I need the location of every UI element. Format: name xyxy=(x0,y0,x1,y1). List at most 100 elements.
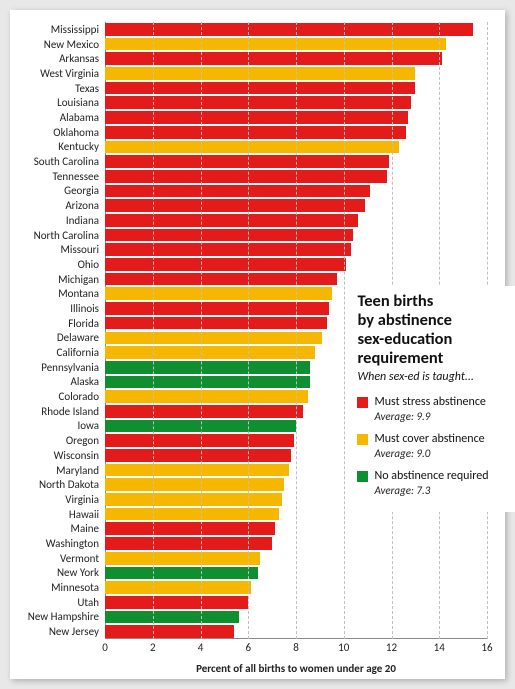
bar xyxy=(105,611,239,624)
bar xyxy=(105,185,370,198)
bar xyxy=(105,434,294,447)
bar xyxy=(105,258,346,271)
x-tick-label: 0 xyxy=(102,641,108,654)
bar xyxy=(105,141,399,154)
x-tick-label: 12 xyxy=(386,641,397,654)
legend-item: Must stress abstinenceAverage: 9.9 xyxy=(357,395,512,424)
state-label: Montana xyxy=(9,286,99,301)
plot-area: MississippiNew MexicoArkansasWest Virgin… xyxy=(105,22,487,639)
info-box: Teen birthsby abstinencesex-educationreq… xyxy=(349,286,515,511)
x-tick-label: 2 xyxy=(150,641,156,654)
x-tick-label: 6 xyxy=(245,641,251,654)
state-label: Ohio xyxy=(9,257,99,272)
state-label: Vermont xyxy=(9,551,99,566)
bar xyxy=(105,23,473,36)
legend-text: No abstinence requiredAverage: 7.3 xyxy=(374,469,488,498)
x-ticks: 0246810121416 xyxy=(105,641,487,659)
bar xyxy=(105,346,315,359)
state-label: New York xyxy=(9,566,99,581)
legend-label: No abstinence required xyxy=(374,469,488,484)
bar xyxy=(105,111,408,124)
state-label: Florida xyxy=(9,316,99,331)
bar xyxy=(105,464,289,477)
bar xyxy=(105,567,258,580)
legend-label: Must cover abstinence xyxy=(374,432,484,447)
legend-item: No abstinence requiredAverage: 7.3 xyxy=(357,469,512,498)
bar xyxy=(105,478,284,491)
bar xyxy=(105,67,415,80)
state-label: Louisiana xyxy=(9,95,99,110)
state-label: South Carolina xyxy=(9,154,99,169)
state-label: Illinois xyxy=(9,301,99,316)
state-label: Michigan xyxy=(9,272,99,287)
bar xyxy=(105,581,251,594)
chart-card: MississippiNew MexicoArkansasWest Virgin… xyxy=(10,10,505,679)
bar xyxy=(105,243,351,256)
grid-line xyxy=(201,22,202,639)
bar xyxy=(105,376,310,389)
grid-line xyxy=(248,22,249,639)
state-label: New Jersey xyxy=(9,624,99,639)
bar xyxy=(105,96,411,109)
x-tick-label: 8 xyxy=(293,641,299,654)
legend-average: Average: 9.0 xyxy=(374,447,484,461)
state-label: Arkansas xyxy=(9,51,99,66)
state-label: Missouri xyxy=(9,242,99,257)
state-label: Mississippi xyxy=(9,22,99,37)
grid-line xyxy=(344,22,345,639)
bar xyxy=(105,214,358,227)
state-label: Virginia xyxy=(9,492,99,507)
bar xyxy=(105,287,332,300)
legend-text: Must stress abstinenceAverage: 9.9 xyxy=(374,395,485,424)
state-label: Texas xyxy=(9,81,99,96)
legend-text: Must cover abstinenceAverage: 9.0 xyxy=(374,432,484,461)
bar xyxy=(105,596,248,609)
state-label: Colorado xyxy=(9,389,99,404)
bar xyxy=(105,537,272,550)
state-label: Georgia xyxy=(9,184,99,199)
legend-swatch xyxy=(357,471,368,482)
bar xyxy=(105,38,446,51)
info-subtitle: When sex-ed is taught... xyxy=(357,370,512,385)
state-label: North Carolina xyxy=(9,228,99,243)
state-label: Kentucky xyxy=(9,140,99,155)
bar xyxy=(105,493,282,506)
state-label: California xyxy=(9,345,99,360)
legend-label: Must stress abstinence xyxy=(374,395,485,410)
state-label: Wisconsin xyxy=(9,448,99,463)
grid-line xyxy=(153,22,154,639)
bar xyxy=(105,508,279,521)
state-label: Pennsylvania xyxy=(9,360,99,375)
legend-swatch xyxy=(357,397,368,408)
legend-item: Must cover abstinenceAverage: 9.0 xyxy=(357,432,512,461)
state-label: Tennessee xyxy=(9,169,99,184)
state-label: Iowa xyxy=(9,419,99,434)
state-label: Alabama xyxy=(9,110,99,125)
state-label: Arizona xyxy=(9,198,99,213)
state-label: Rhode Island xyxy=(9,404,99,419)
x-tick-label: 4 xyxy=(198,641,204,654)
x-tick-label: 14 xyxy=(434,641,445,654)
state-label: New Hampshire xyxy=(9,610,99,625)
state-label: Utah xyxy=(9,595,99,610)
state-label: Indiana xyxy=(9,213,99,228)
legend-swatch xyxy=(357,434,368,445)
bar xyxy=(105,449,291,462)
bar xyxy=(105,317,327,330)
state-label: New Mexico xyxy=(9,37,99,52)
state-label: Washington xyxy=(9,536,99,551)
state-label: Oregon xyxy=(9,433,99,448)
state-label: Maine xyxy=(9,521,99,536)
state-label: Minnesota xyxy=(9,580,99,595)
state-label: Hawaii xyxy=(9,507,99,522)
bar xyxy=(105,405,303,418)
x-tick-label: 16 xyxy=(481,641,492,654)
bar xyxy=(105,229,353,242)
bar xyxy=(105,552,260,565)
grid-line xyxy=(296,22,297,639)
bar xyxy=(105,361,310,374)
state-label: North Dakota xyxy=(9,477,99,492)
state-label: Oklahoma xyxy=(9,125,99,140)
bar xyxy=(105,199,365,212)
state-label: Alaska xyxy=(9,375,99,390)
